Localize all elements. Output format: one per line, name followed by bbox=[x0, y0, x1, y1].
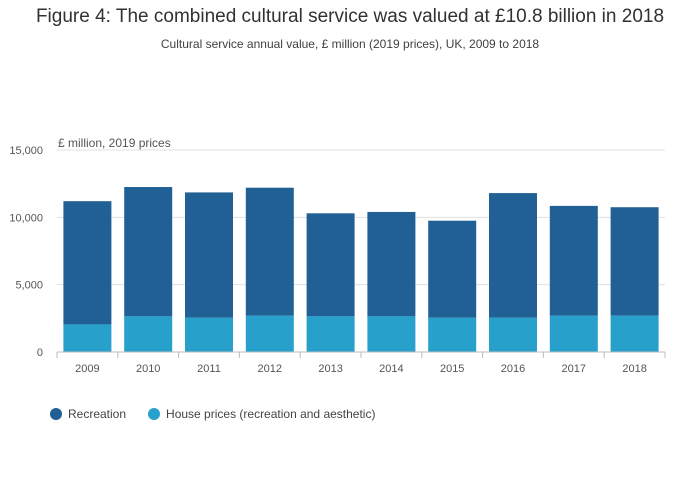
x-tick-label: 2014 bbox=[379, 363, 403, 375]
chart-title: Figure 4: The combined cultural service … bbox=[35, 6, 665, 27]
bar-house-prices-2011[interactable] bbox=[185, 317, 233, 352]
x-tick-label: 2016 bbox=[501, 363, 525, 375]
chart-subtitle: Cultural service annual value, £ million… bbox=[160, 37, 540, 51]
bar-recreation-2018[interactable] bbox=[610, 207, 659, 316]
x-tick-label: 2009 bbox=[75, 363, 99, 375]
bar-house-prices-2015[interactable] bbox=[428, 317, 477, 352]
x-tick-label: 2012 bbox=[258, 363, 282, 375]
bar-house-prices-2010[interactable] bbox=[124, 316, 173, 352]
bar-house-prices-2013[interactable] bbox=[306, 316, 355, 352]
x-tick-label: 2018 bbox=[622, 363, 646, 375]
bar-house-prices-2009[interactable] bbox=[63, 324, 112, 352]
legend-swatch-house-prices bbox=[148, 408, 161, 420]
bar-recreation-2015[interactable] bbox=[428, 220, 477, 318]
bar-house-prices-2016[interactable] bbox=[489, 317, 537, 352]
y-tick-label: 5,000 bbox=[15, 280, 43, 292]
x-tick-label: 2010 bbox=[136, 363, 160, 375]
bar-house-prices-2017[interactable] bbox=[549, 315, 598, 352]
y-axis-unit-label: £ million, 2019 prices bbox=[58, 136, 171, 150]
bar-recreation-2011[interactable] bbox=[185, 192, 233, 318]
legend-label-house-prices: House prices (recreation and aesthetic) bbox=[166, 407, 376, 421]
x-tick-label: 2011 bbox=[197, 363, 221, 375]
axes: 0 5,000 10,000 15,000 2009 2010 2011 2012 2013 20… bbox=[9, 145, 666, 375]
legend-item-recreation[interactable]: Recreation bbox=[50, 407, 126, 421]
y-tick-label: 0 bbox=[37, 347, 43, 359]
bar-recreation-2014[interactable] bbox=[367, 211, 416, 317]
bar-recreation-2017[interactable] bbox=[549, 205, 598, 316]
legend: Recreation House prices (recreation and … bbox=[50, 407, 375, 421]
legend-swatch-recreation bbox=[50, 408, 62, 420]
bar-house-prices-2018[interactable] bbox=[610, 315, 659, 352]
bar-recreation-2010[interactable] bbox=[124, 187, 173, 317]
y-tick-label: 10,000 bbox=[9, 212, 43, 224]
bar-recreation-2009[interactable] bbox=[63, 201, 112, 325]
y-tick-label: 15,000 bbox=[9, 145, 43, 157]
bar-recreation-2013[interactable] bbox=[306, 213, 355, 317]
bar-house-prices-2012[interactable] bbox=[245, 315, 294, 352]
bar-house-prices-2014[interactable] bbox=[367, 316, 416, 352]
x-tick-label: 2017 bbox=[562, 363, 586, 375]
bar-recreation-2012[interactable] bbox=[245, 187, 294, 316]
legend-label-recreation: Recreation bbox=[68, 407, 127, 421]
bar-recreation-2016[interactable] bbox=[489, 193, 537, 318]
x-tick-label: 2013 bbox=[318, 363, 342, 375]
x-tick-label: 2015 bbox=[440, 363, 464, 375]
bars bbox=[63, 187, 659, 352]
legend-item-house-prices[interactable]: House prices (recreation and aesthetic) bbox=[148, 407, 375, 421]
